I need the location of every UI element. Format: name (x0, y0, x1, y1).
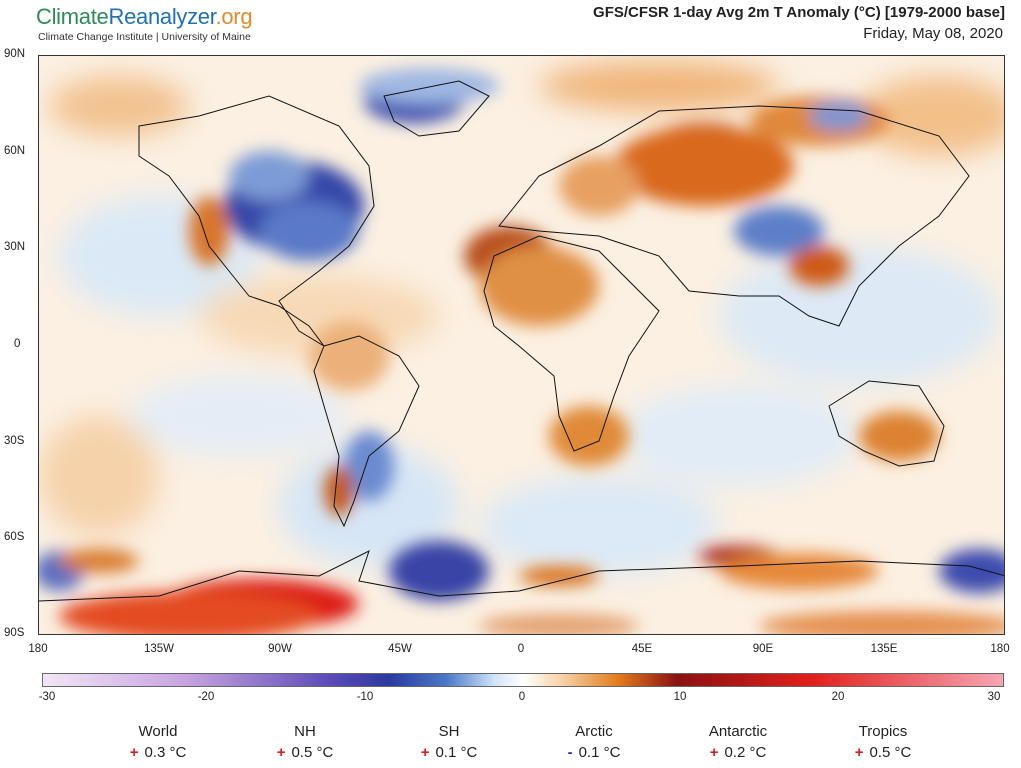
stat-sign: + (276, 744, 286, 761)
logo-text-reanalyzer: Reanalyzer (108, 4, 216, 29)
stat-antarctic: Antarctic +0.2 °C (678, 723, 798, 761)
colorbar-tick-0: 0 (518, 691, 526, 703)
lat-label-60s: 60S (4, 531, 25, 543)
colorbar-tick-minus10: -10 (356, 691, 374, 703)
stat-value-row: +0.2 °C (678, 744, 798, 761)
stat-sh: SH +0.1 °C (389, 723, 509, 761)
lat-label-90s: 90S (4, 627, 25, 639)
stat-value-row: -0.1 °C (534, 744, 654, 761)
stat-value: 0.1 °C (435, 744, 478, 761)
stat-sign: + (129, 744, 139, 761)
lon-label-180w: 180 (28, 643, 48, 655)
anomaly-map (38, 55, 1005, 635)
stat-sign: + (420, 744, 430, 761)
lon-label-45w: 45W (388, 643, 412, 655)
stat-value: 0.5 °C (291, 744, 334, 761)
lon-label-90w: 90W (268, 643, 292, 655)
lat-label-30n: 30N (4, 241, 26, 253)
stat-name: NH (294, 723, 316, 740)
stat-name: SH (438, 723, 460, 740)
map-title: GFS/CFSR 1-day Avg 2m T Anomaly (°C) [19… (593, 4, 1005, 21)
lat-label-0: 0 (14, 338, 21, 350)
lon-label-45e: 45E (631, 643, 653, 655)
stat-value-row: +0.5 °C (823, 744, 943, 761)
anomaly-map-graphic (39, 56, 1004, 634)
colorbar-tick-30: 30 (987, 691, 1001, 703)
anomaly-regional-features (39, 68, 1004, 634)
stat-value: 0.2 °C (724, 744, 767, 761)
stat-value: 0.3 °C (144, 744, 187, 761)
stat-value: 0.5 °C (869, 744, 912, 761)
lat-label-30s: 30S (4, 435, 25, 447)
lon-label-0: 0 (517, 643, 525, 655)
lat-label-90n: 90N (4, 48, 26, 60)
stat-nh: NH +0.5 °C (245, 723, 365, 761)
logo-text-org: .org (215, 4, 253, 29)
lon-label-135w: 135W (143, 643, 175, 655)
colorbar (42, 673, 1004, 687)
lon-label-180e: 180 (990, 643, 1010, 655)
anomaly-broad-field (39, 61, 1004, 576)
colorbar-gradient (43, 674, 1003, 686)
stat-value: 0.1 °C (578, 744, 621, 761)
stat-value-row: +0.5 °C (245, 744, 365, 761)
stat-name: Antarctic (708, 723, 768, 740)
map-date: Friday, May 08, 2020 (863, 25, 1003, 42)
lon-label-135e: 135E (870, 643, 898, 655)
colorbar-tick-minus30: -30 (38, 691, 56, 703)
colorbar-tick-minus20: -20 (197, 691, 215, 703)
stat-name: Arctic (575, 723, 613, 740)
region-stats: World +0.3 °C NH +0.5 °C SH +0.1 °C Arct… (0, 723, 1021, 768)
stat-sign: + (854, 744, 864, 761)
stat-name: Tropics (858, 723, 908, 740)
stat-world: World +0.3 °C (98, 723, 218, 761)
stat-value-row: +0.1 °C (389, 744, 509, 761)
stat-sign: - (567, 744, 573, 761)
colorbar-tick-10: 10 (673, 691, 687, 703)
coastlines (39, 80, 1004, 602)
tagline: Climate Change Institute | University of… (38, 31, 251, 43)
lon-label-90e: 90E (752, 643, 774, 655)
colorbar-tick-20: 20 (831, 691, 845, 703)
logo-text-climate: Climate (36, 4, 109, 29)
stat-value-row: +0.3 °C (98, 744, 218, 761)
stat-arctic: Arctic -0.1 °C (534, 723, 654, 761)
lat-label-60n: 60N (4, 145, 26, 157)
stat-name: World (138, 723, 178, 740)
site-logo[interactable]: ClimateReanalyzer.org (36, 4, 253, 30)
stat-tropics: Tropics +0.5 °C (823, 723, 943, 761)
stat-sign: + (709, 744, 719, 761)
